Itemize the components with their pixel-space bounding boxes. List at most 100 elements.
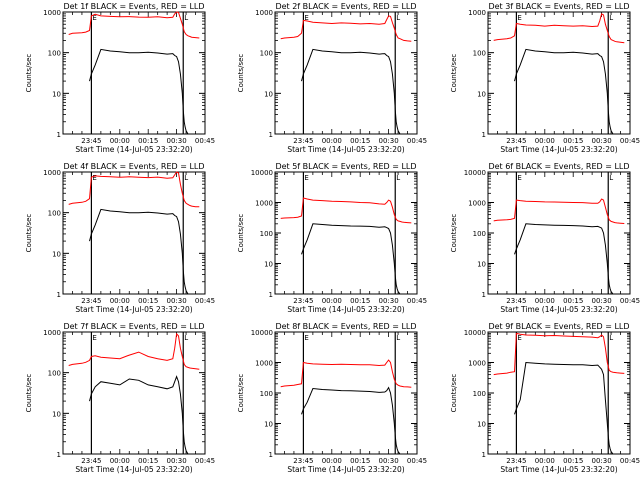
series-line-events	[514, 223, 614, 295]
x-tick-label: 00:45	[620, 297, 640, 305]
x-tick-label: 00:00	[322, 457, 342, 465]
interval-mark-label: L	[184, 14, 188, 22]
x-tick-label: 23:45	[293, 457, 313, 465]
chart-panel-7f: Det 7f BLACK = Events, RED = LLD 1 10 100 10…	[25, 322, 215, 474]
plot-frame	[62, 11, 206, 135]
series-line-events	[301, 386, 401, 455]
x-axis-label: Start Time (14-Jul-05 23:32:20)	[500, 465, 617, 474]
x-tick-label: 00:45	[195, 137, 215, 145]
y-tick-label: 1000	[43, 329, 61, 337]
x-tick-label: 00:30	[592, 137, 612, 145]
y-axis-label: Counts/sec	[237, 54, 245, 93]
x-tick-label: 00:00	[322, 297, 342, 305]
series-line-events	[514, 48, 614, 135]
y-tick-label: 10000	[251, 169, 273, 177]
x-tick-label: 23:45	[293, 137, 313, 145]
series-line-lld	[493, 332, 625, 376]
interval-mark-label: E	[517, 174, 521, 182]
plot-frame	[62, 331, 206, 455]
y-tick-label: 10	[264, 90, 273, 98]
chart-title: Det 8f BLACK = Events, RED = LLD	[275, 322, 416, 331]
interval-mark-label: L	[184, 174, 188, 182]
plot-frame	[274, 11, 418, 135]
y-tick-label: 100	[48, 210, 61, 218]
y-tick-label: 1000	[255, 200, 273, 208]
x-tick-label: 23:45	[506, 457, 526, 465]
y-tick-label: 10	[264, 421, 273, 429]
y-tick-label: 10	[52, 250, 61, 258]
x-tick-label: 00:00	[110, 137, 130, 145]
x-tick-label: 00:45	[407, 297, 427, 305]
chart-panel-6f: Det 6f BLACK = Events, RED = LLD 1 10 100 10…	[450, 162, 640, 314]
x-tick-label: 00:15	[138, 137, 158, 145]
interval-mark-label: E	[304, 14, 308, 22]
x-tick-label: 00:15	[350, 457, 370, 465]
x-tick-label: 00:00	[110, 297, 130, 305]
x-tick-label: 23:45	[506, 137, 526, 145]
x-axis-label: Start Time (14-Jul-05 23:32:20)	[75, 305, 192, 314]
y-axis-label: Counts/sec	[25, 374, 33, 413]
y-tick-label: 1000	[468, 200, 486, 208]
x-tick-label: 00:15	[563, 457, 583, 465]
x-tick-label: 00:30	[592, 297, 612, 305]
series-line-lld	[280, 197, 412, 224]
interval-mark-label: L	[609, 334, 613, 342]
y-tick-label: 1	[482, 131, 486, 139]
y-tick-label: 100	[260, 50, 273, 58]
chart-panel-4f: Det 4f BLACK = Events, RED = LLD 1 10 100 10…	[25, 162, 215, 314]
series-line-lld	[280, 359, 412, 388]
x-tick-label: 00:15	[563, 137, 583, 145]
series-line-events	[301, 48, 401, 135]
y-axis-label: Counts/sec	[25, 54, 33, 93]
chart-title: Det 3f BLACK = Events, RED = LLD	[488, 2, 629, 11]
x-tick-label: 00:00	[535, 137, 555, 145]
x-tick-label: 00:30	[167, 137, 187, 145]
interval-mark-label: E	[92, 174, 96, 182]
series-line-events	[89, 375, 189, 455]
y-axis-label: Counts/sec	[237, 374, 245, 413]
chart-panel-2f: Det 2f BLACK = Events, RED = LLD 1 10 100 10…	[237, 2, 427, 154]
x-axis-label: Start Time (14-Jul-05 23:32:20)	[75, 145, 192, 154]
series-line-events	[301, 223, 401, 295]
y-axis-label: Counts/sec	[450, 54, 458, 93]
x-tick-label: 00:15	[350, 297, 370, 305]
y-tick-label: 1000	[255, 9, 273, 17]
y-tick-label: 100	[473, 390, 486, 398]
y-tick-label: 10	[264, 261, 273, 269]
x-axis-label: Start Time (14-Jul-05 23:32:20)	[287, 305, 404, 314]
plot-frame	[487, 11, 631, 135]
y-tick-label: 10000	[464, 329, 486, 337]
y-axis-label: Counts/sec	[25, 214, 33, 253]
x-tick-label: 00:45	[195, 297, 215, 305]
y-tick-label: 10	[477, 421, 486, 429]
y-tick-label: 1	[57, 131, 61, 139]
chart-title: Det 2f BLACK = Events, RED = LLD	[275, 2, 416, 11]
y-tick-label: 1	[269, 131, 273, 139]
x-tick-label: 00:45	[620, 457, 640, 465]
chart-panel-1f: Det 1f BLACK = Events, RED = LLD 1 10 100 10…	[25, 2, 215, 154]
interval-mark-label: E	[304, 334, 308, 342]
chart-title: Det 4f BLACK = Events, RED = LLD	[63, 162, 204, 171]
y-tick-label: 1	[482, 451, 486, 459]
x-tick-label: 23:45	[81, 297, 101, 305]
x-tick-label: 00:15	[350, 137, 370, 145]
y-tick-label: 10	[52, 410, 61, 418]
x-tick-label: 00:00	[535, 457, 555, 465]
series-line-lld	[493, 13, 625, 44]
x-axis-label: Start Time (14-Jul-05 23:32:20)	[500, 145, 617, 154]
y-tick-label: 100	[260, 390, 273, 398]
y-tick-label: 1000	[255, 360, 273, 368]
x-tick-label: 00:00	[110, 457, 130, 465]
x-tick-label: 00:30	[379, 457, 399, 465]
x-tick-label: 00:45	[407, 457, 427, 465]
y-tick-label: 1000	[43, 9, 61, 17]
y-tick-label: 10	[477, 261, 486, 269]
y-tick-label: 1000	[468, 9, 486, 17]
x-tick-label: 00:45	[195, 457, 215, 465]
x-tick-label: 00:45	[407, 137, 427, 145]
chart-panel-3f: Det 3f BLACK = Events, RED = LLD 1 10 100 10…	[450, 2, 640, 154]
series-line-lld	[280, 15, 412, 42]
y-tick-label: 10000	[464, 169, 486, 177]
chart-title: Det 7f BLACK = Events, RED = LLD	[63, 322, 204, 331]
